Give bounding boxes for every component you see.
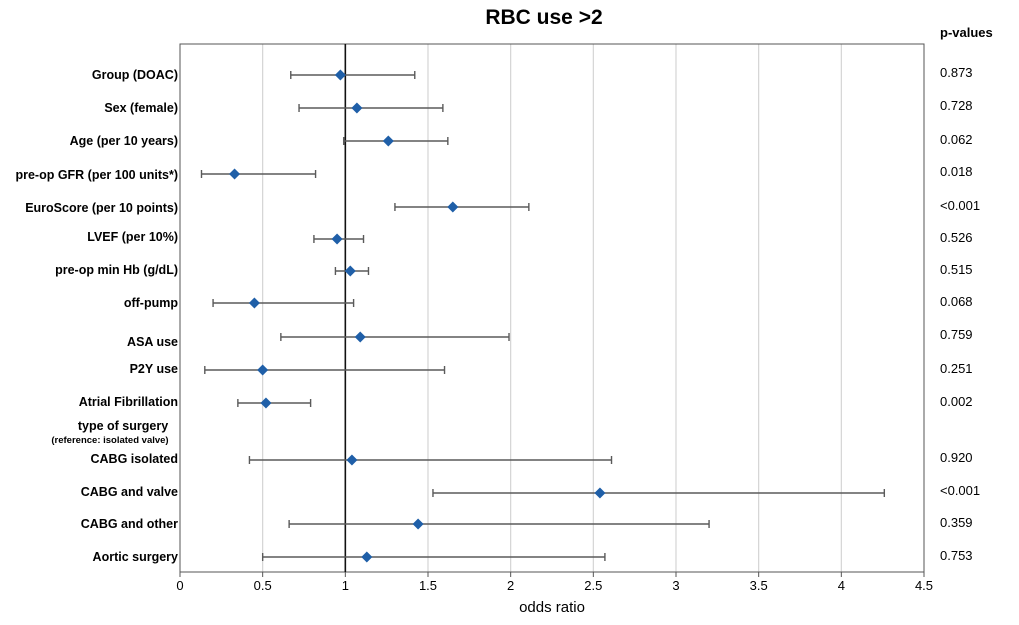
odds-ratio-marker [354, 331, 366, 343]
row-label: CABG isolated [90, 452, 178, 466]
x-tick-label: 0 [176, 578, 183, 593]
row-label: EuroScore (per 10 points) [25, 201, 178, 215]
p-value: 0.018 [940, 164, 973, 179]
p-value: 0.359 [940, 515, 973, 530]
row-label: Aortic surgery [93, 550, 178, 564]
forest-row: CABG isolated 0.920 [90, 450, 972, 466]
odds-ratio-marker [351, 102, 363, 114]
odds-ratio-marker [382, 135, 394, 147]
forest-row: Age (per 10 years) 0.062 [70, 132, 973, 148]
x-tick-label: 1.5 [419, 578, 437, 593]
row-label: CABG and other [81, 517, 178, 531]
x-axis-label: odds ratio [519, 599, 585, 616]
forest-row: CABG and other 0.359 [81, 515, 973, 531]
forest-row: Aortic surgery 0.753 [93, 548, 973, 564]
forest-rows: Group (DOAC) 0.873 Sex (female) 0.728 Age (p… [15, 65, 980, 564]
p-value: <0.001 [940, 198, 980, 213]
row-label: pre-op GFR (per 100 units*) [15, 168, 178, 182]
p-value: 0.251 [940, 361, 973, 376]
odds-ratio-marker [229, 168, 241, 180]
x-tick-label: 3.5 [750, 578, 768, 593]
p-value: 0.728 [940, 98, 973, 113]
forest-row: pre-op min Hb (g/dL) 0.515 [55, 262, 972, 277]
forest-row: ASA use 0.759 [127, 327, 973, 349]
x-tick-label: 4.5 [915, 578, 933, 593]
forest-row: P2Y use 0.251 [130, 361, 973, 376]
forest-row: EuroScore (per 10 points) <0.001 [25, 198, 980, 215]
forest-row: Atrial Fibrillation 0.002 [79, 394, 973, 409]
odds-ratio-marker [447, 201, 459, 213]
forest-row: CABG and valve <0.001 [81, 483, 980, 499]
plot-frame [179, 43, 925, 573]
chart-title: RBC use >2 [485, 6, 602, 29]
row-label: pre-op min Hb (g/dL) [55, 263, 178, 277]
p-value: 0.759 [940, 327, 973, 342]
p-value: 0.920 [940, 450, 973, 465]
odds-ratio-marker [412, 518, 424, 530]
group-header-label: type of surgery [78, 419, 168, 433]
x-tick-label: 2 [507, 578, 514, 593]
p-value: 0.062 [940, 132, 973, 147]
forest-row: pre-op GFR (per 100 units*) 0.018 [15, 164, 972, 182]
odds-ratio-marker [331, 233, 343, 245]
forest-row: off-pump 0.068 [124, 294, 973, 310]
pvalues-header: p-values [940, 25, 993, 40]
row-label: CABG and valve [81, 485, 178, 499]
p-value: 0.068 [940, 294, 973, 309]
grid-lines [262, 44, 842, 572]
p-value: 0.002 [940, 394, 973, 409]
row-label: off-pump [124, 296, 179, 310]
odds-ratio-marker [361, 551, 373, 563]
p-value: <0.001 [940, 483, 980, 498]
row-label: Sex (female) [104, 101, 178, 115]
p-value: 0.753 [940, 548, 973, 563]
x-tick-label: 0.5 [254, 578, 272, 593]
x-tick-label: 4 [838, 578, 845, 593]
p-value: 0.515 [940, 262, 973, 277]
p-value: 0.873 [940, 65, 973, 80]
x-tick-label: 1 [342, 578, 349, 593]
row-label: Group (DOAC) [92, 68, 178, 82]
x-tick-label: 2.5 [584, 578, 602, 593]
forest-row: LVEF (per 10%) 0.526 [87, 230, 972, 245]
odds-ratio-marker [346, 454, 358, 466]
row-label: P2Y use [130, 362, 178, 376]
forest-row: Sex (female) 0.728 [104, 98, 972, 115]
row-label: Age (per 10 years) [70, 134, 178, 148]
row-label: ASA use [127, 335, 178, 349]
x-tick-label: 3 [672, 578, 679, 593]
group-header-sublabel: (reference: isolated valve) [51, 435, 168, 446]
row-label: LVEF (per 10%) [87, 230, 178, 244]
odds-ratio-marker [260, 397, 272, 409]
odds-ratio-marker [334, 69, 346, 81]
odds-ratio-marker [257, 364, 269, 376]
odds-ratio-marker [344, 265, 356, 277]
row-label: Atrial Fibrillation [79, 395, 178, 409]
p-value: 0.526 [940, 230, 973, 245]
x-axis-ticks: 0 0.5 1 1.5 2 2.5 3 3.5 4 4.5 [176, 572, 933, 593]
forest-row: Group (DOAC) 0.873 [92, 65, 973, 82]
odds-ratio-marker [594, 487, 606, 499]
odds-ratio-marker [248, 297, 260, 309]
